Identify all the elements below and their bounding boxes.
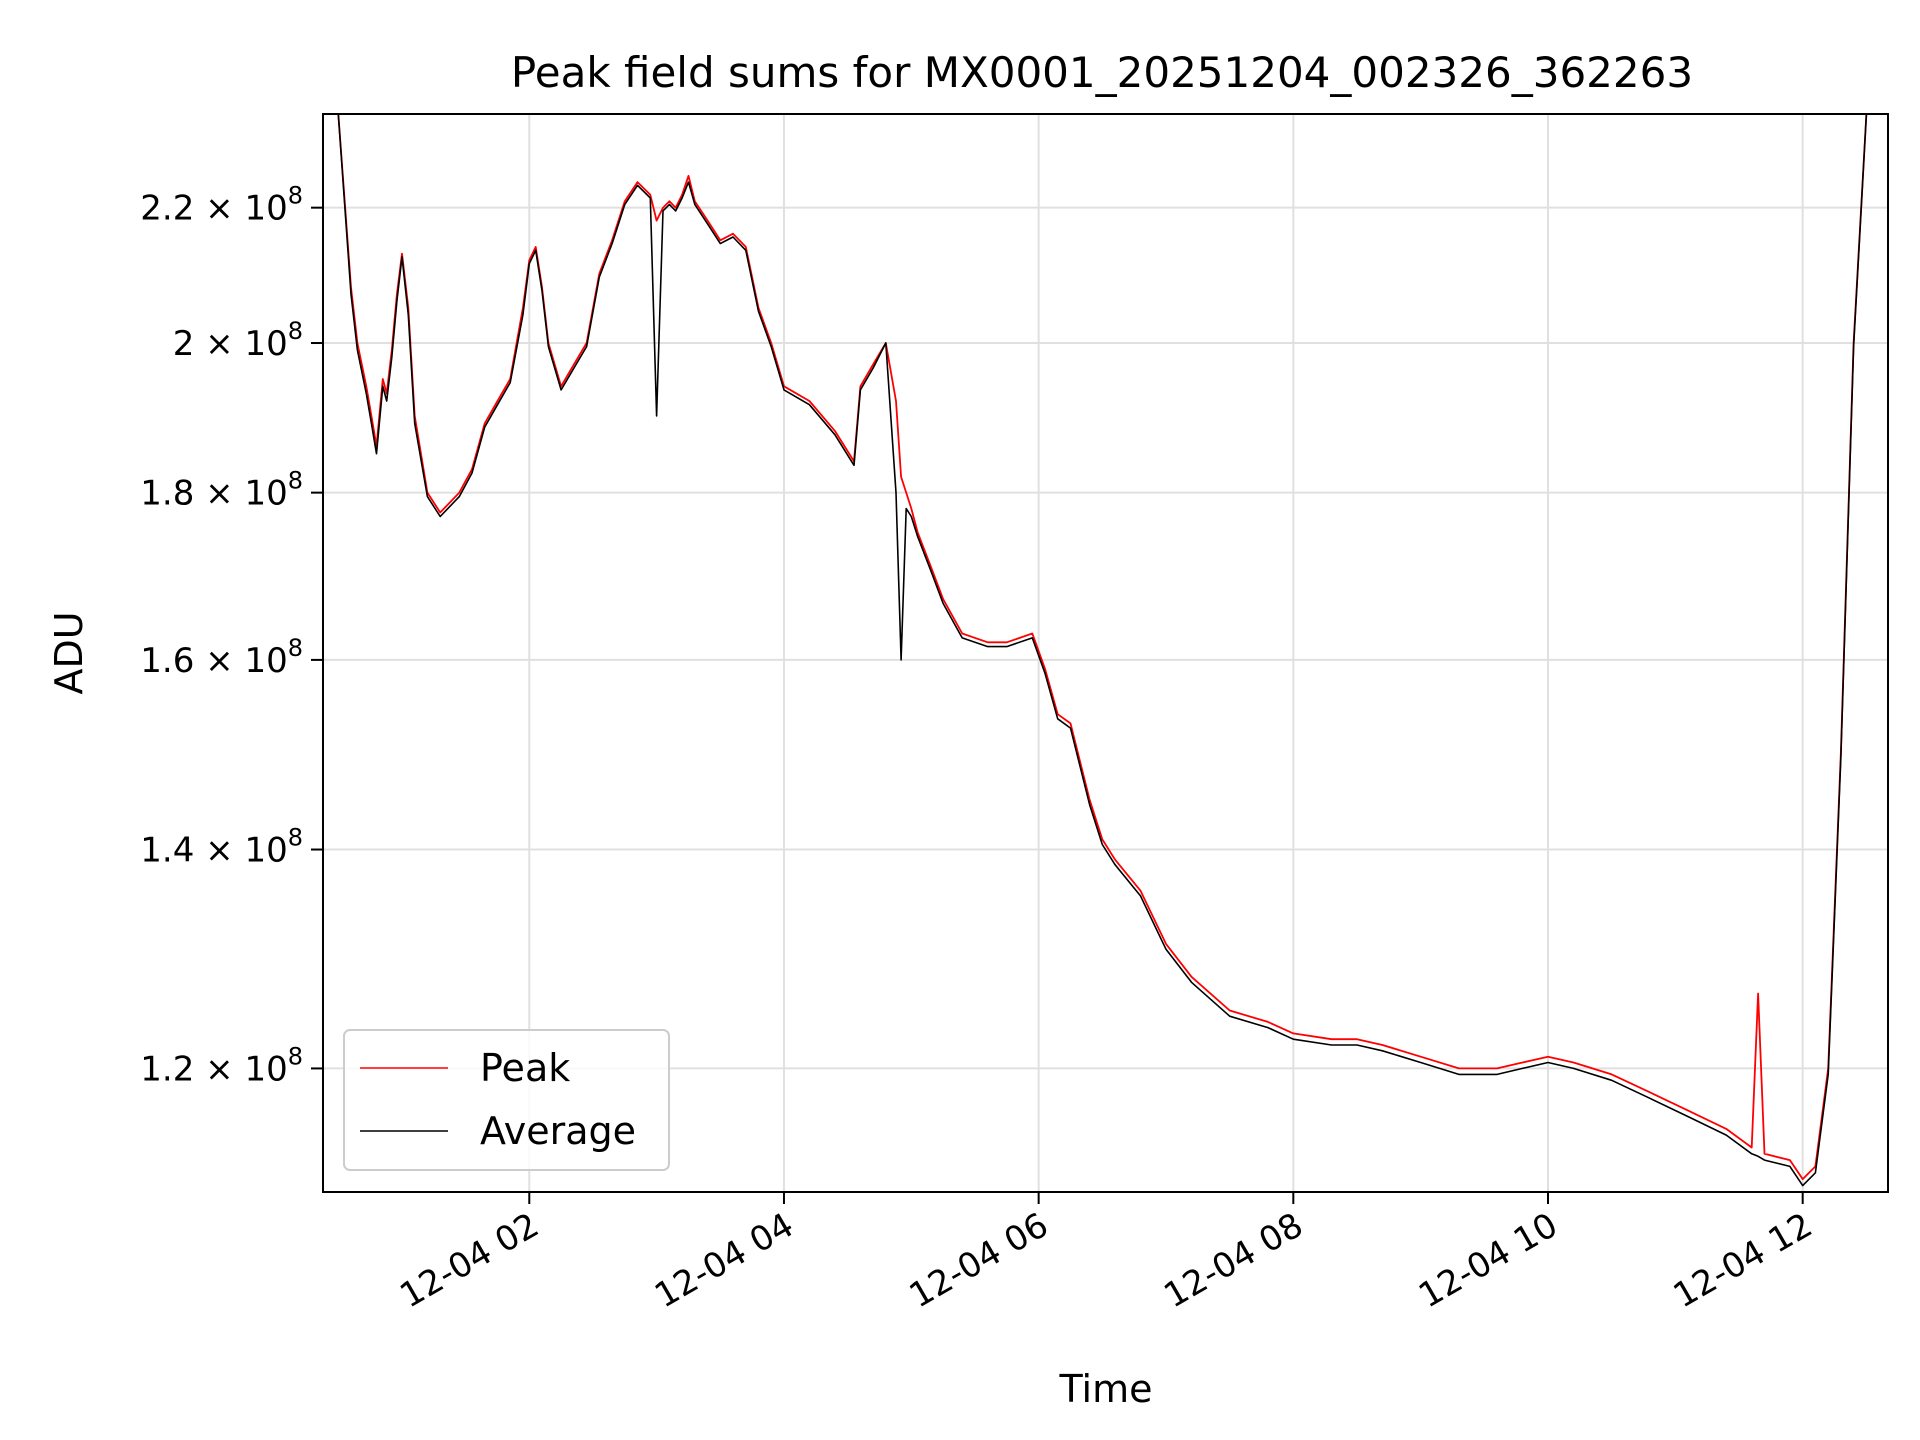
x-axis-label: Time [1059,1367,1153,1411]
plot-series [323,114,1868,1187]
y-tick-label-5: 2.2 × 108 [140,182,303,229]
chart-title: Peak field sums for MX0001_20251204_0023… [511,48,1693,97]
legend-label-peak: Peak [480,1046,570,1090]
y-tick-label-1: 1.4 × 108 [140,824,303,871]
series-line-average [323,114,1868,1187]
legend-box [343,1029,670,1171]
series-line-peak [323,114,1868,1180]
y-tick-label-2: 1.6 × 108 [140,634,303,681]
legend-label-average: Average [480,1109,636,1153]
y-tick-label-4: 2 × 108 [173,317,303,364]
y-tick-label-3: 1.8 × 108 [140,467,303,514]
y-axis-ticks: 1.2 × 108 1.4 × 108 1.6 × 108 1.8 × 108 2 × … [140,182,323,1089]
legend: Peak Average [343,1029,670,1171]
plot-frame [322,113,1889,1193]
y-tick-label-0: 1.2 × 108 [140,1042,303,1089]
y-axis-label: ADU [47,611,91,694]
